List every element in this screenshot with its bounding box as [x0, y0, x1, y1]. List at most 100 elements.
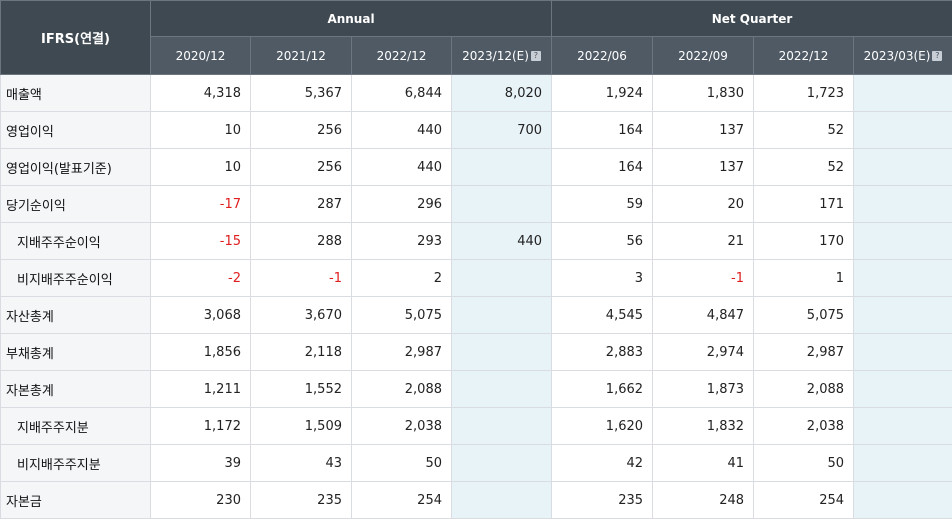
row-label: 매출액 — [0, 74, 151, 112]
info-icon[interactable]: ? — [932, 51, 943, 61]
period-header-estimate: 2023/03(E)? — [853, 36, 952, 75]
table-cell: 50 — [351, 444, 452, 482]
table-cell: 287 — [250, 185, 352, 223]
table-cell: 1,172 — [150, 407, 251, 445]
table-cell — [450, 259, 553, 297]
table-cell: 50 — [753, 444, 855, 482]
info-icon[interactable]: ? — [530, 51, 541, 61]
table-cell: 1,830 — [652, 74, 755, 112]
table-cell: 39 — [150, 444, 251, 482]
table-cell — [853, 185, 952, 223]
table-cell: 256 — [250, 111, 352, 149]
table-cell — [853, 444, 952, 482]
table-row: 당기순이익 -17 287 296 59 20 171 — [0, 185, 952, 223]
table-cell: 171 — [753, 185, 855, 223]
table-cell: -2 — [150, 259, 251, 297]
table-cell: 1 — [753, 259, 855, 297]
table-cell: 5,075 — [753, 296, 855, 334]
table-cell: 10 — [150, 148, 251, 186]
table-cell: -15 — [150, 222, 251, 260]
row-label: 지배주주순이익 — [0, 222, 151, 260]
table-cell: 3,670 — [250, 296, 352, 334]
table-cell: 2,118 — [250, 333, 352, 371]
annual-group-header: Annual — [149, 0, 553, 37]
table-cell — [853, 333, 952, 371]
corner-header: IFRS(연결) — [0, 0, 151, 75]
row-label: 비지배주주지분 — [0, 444, 151, 482]
table-row: 영업이익 10 256 440 700 164 137 52 — [0, 111, 952, 149]
table-cell: 230 — [150, 481, 251, 519]
table-row: 비지배주주순이익 -2 -1 2 3 -1 1 — [0, 259, 952, 297]
table-cell — [853, 74, 952, 112]
row-label: 자본금 — [0, 481, 151, 519]
table-cell: 2,987 — [753, 333, 855, 371]
table-cell: -1 — [250, 259, 352, 297]
table-cell — [450, 148, 553, 186]
table-cell: 137 — [652, 148, 755, 186]
table-row: 자본총계 1,211 1,552 2,088 1,662 1,873 2,088 — [0, 370, 952, 408]
table-cell: 4,847 — [652, 296, 755, 334]
table-row: 부채총계 1,856 2,118 2,987 2,883 2,974 2,987 — [0, 333, 952, 371]
table-cell: 2,088 — [753, 370, 855, 408]
table-cell: 20 — [652, 185, 755, 223]
table-cell: 3,068 — [150, 296, 251, 334]
table-cell — [450, 296, 553, 334]
row-label: 영업이익(발표기준) — [0, 148, 151, 186]
table-cell: -17 — [150, 185, 251, 223]
table-cell: 8,020 — [450, 74, 553, 112]
table-cell: 52 — [753, 111, 855, 149]
table-cell: 1,211 — [150, 370, 251, 408]
row-label: 영업이익 — [0, 111, 151, 149]
table-cell: 21 — [652, 222, 755, 260]
table-cell: 2,883 — [551, 333, 654, 371]
table-cell: 700 — [450, 111, 553, 149]
table-cell: 2,038 — [753, 407, 855, 445]
period-header: 2022/06 — [551, 36, 654, 75]
table-cell — [853, 148, 952, 186]
table-cell — [450, 407, 553, 445]
table-cell: 2,038 — [351, 407, 452, 445]
table-cell: 1,723 — [753, 74, 855, 112]
table-cell: 164 — [551, 148, 654, 186]
quarter-group-header: Net Quarter — [551, 0, 952, 37]
table-cell: 254 — [351, 481, 452, 519]
table-cell: 254 — [753, 481, 855, 519]
table-cell: -1 — [652, 259, 755, 297]
table-cell: 256 — [250, 148, 352, 186]
table-cell: 293 — [351, 222, 452, 260]
table-cell — [853, 370, 952, 408]
table-cell: 5,367 — [250, 74, 352, 112]
table-cell: 10 — [150, 111, 251, 149]
table-row: 지배주주순이익 -15 288 293 440 56 21 170 — [0, 222, 952, 260]
table-cell: 5,075 — [351, 296, 452, 334]
table-cell: 1,552 — [250, 370, 352, 408]
table-row: 자산총계 3,068 3,670 5,075 4,545 4,847 5,075 — [0, 296, 952, 334]
table-cell: 2,088 — [351, 370, 452, 408]
table-cell: 1,620 — [551, 407, 654, 445]
table-cell: 1,856 — [150, 333, 251, 371]
table-cell: 248 — [652, 481, 755, 519]
table-cell: 288 — [250, 222, 352, 260]
table-cell — [853, 481, 952, 519]
table-cell: 41 — [652, 444, 755, 482]
table-cell: 2,974 — [652, 333, 755, 371]
table-cell — [853, 259, 952, 297]
table-row: 지배주주지분 1,172 1,509 2,038 1,620 1,832 2,038 — [0, 407, 952, 445]
table-cell: 42 — [551, 444, 654, 482]
table-cell — [853, 222, 952, 260]
table-cell: 1,832 — [652, 407, 755, 445]
table-cell — [853, 111, 952, 149]
table-cell: 52 — [753, 148, 855, 186]
row-label: 당기순이익 — [0, 185, 151, 223]
table-cell: 1,873 — [652, 370, 755, 408]
table-cell: 2 — [351, 259, 452, 297]
table-cell: 440 — [450, 222, 553, 260]
row-label: 부채총계 — [0, 333, 151, 371]
table-cell — [450, 333, 553, 371]
row-label: 자본총계 — [0, 370, 151, 408]
table-cell: 440 — [351, 111, 452, 149]
table-cell: 137 — [652, 111, 755, 149]
table-cell: 6,844 — [351, 74, 452, 112]
table-cell: 235 — [551, 481, 654, 519]
table-cell: 4,318 — [150, 74, 251, 112]
